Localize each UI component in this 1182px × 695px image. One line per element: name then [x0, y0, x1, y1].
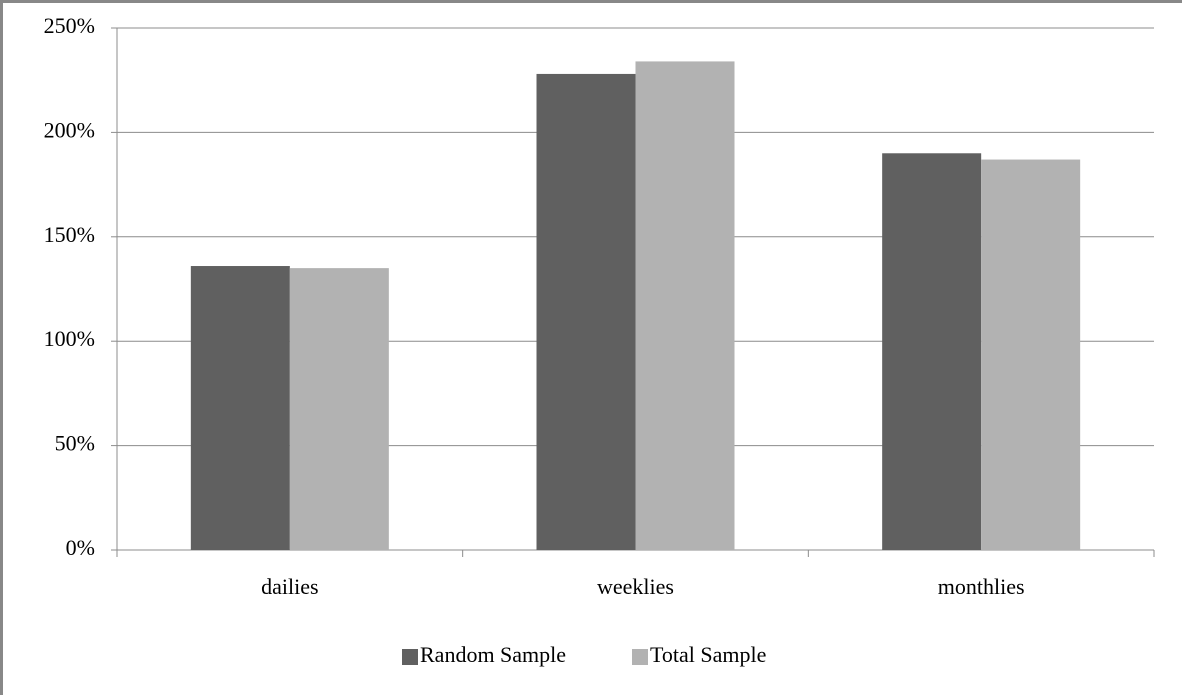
y-tick-label: 100%: [44, 326, 95, 351]
legend-label: Total Sample: [650, 642, 766, 667]
bar: [981, 159, 1081, 550]
y-tick-label: 0%: [66, 535, 95, 560]
bar: [289, 268, 389, 550]
legend-label: Random Sample: [420, 642, 566, 667]
y-tick-label: 200%: [44, 117, 95, 142]
legend-swatch: [402, 649, 418, 665]
y-tick-label: 150%: [44, 222, 95, 247]
x-tick-label: weeklies: [597, 574, 674, 599]
x-tick-label: dailies: [261, 574, 318, 599]
bar: [536, 73, 636, 550]
x-tick-label: monthlies: [938, 574, 1025, 599]
bar: [882, 153, 982, 550]
legend-swatch: [632, 649, 648, 665]
y-tick-label: 50%: [55, 431, 95, 456]
y-tick-label: 250%: [44, 13, 95, 38]
bar: [190, 266, 290, 550]
bar: [635, 61, 735, 551]
